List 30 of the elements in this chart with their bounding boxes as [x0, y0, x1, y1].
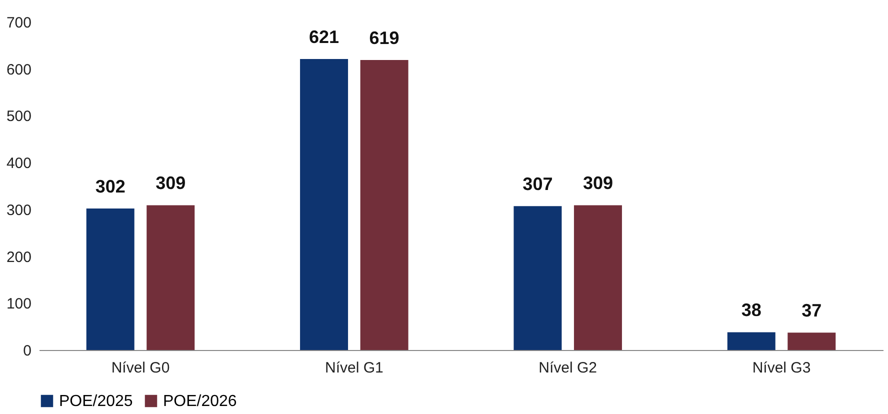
bar [514, 206, 562, 350]
data-label: 38 [741, 300, 762, 320]
bar [300, 59, 348, 350]
bar [727, 332, 776, 350]
data-label: 309 [582, 173, 613, 194]
y-tick-label: 100 [6, 296, 32, 313]
legend-label: POE/2026 [163, 393, 237, 410]
y-tick-label: 400 [6, 155, 32, 172]
data-label: 621 [309, 27, 340, 48]
data-label: 302 [95, 176, 126, 196]
x-tick-label: Nível G3 [752, 360, 811, 376]
y-tick-label: 300 [6, 202, 32, 219]
y-tick-label: 700 [6, 14, 32, 32]
y-tick-label: 500 [6, 108, 32, 126]
data-label: 37 [802, 300, 822, 321]
bar [146, 205, 195, 350]
y-tick-label: 0 [23, 342, 32, 360]
data-label: 619 [369, 28, 400, 48]
bar [574, 205, 622, 350]
y-tick-label: 600 [6, 61, 32, 78]
bar [788, 332, 836, 350]
x-tick-label: Nível G0 [111, 360, 170, 376]
data-label: 307 [522, 174, 553, 194]
x-tick-label: Nível G2 [538, 360, 598, 376]
legend-label: POE/2025 [59, 393, 133, 410]
y-tick-label: 200 [6, 248, 32, 266]
bar [86, 208, 134, 350]
bar [360, 60, 408, 350]
data-label: 309 [156, 173, 186, 194]
x-tick-label: Nível G1 [324, 360, 384, 376]
